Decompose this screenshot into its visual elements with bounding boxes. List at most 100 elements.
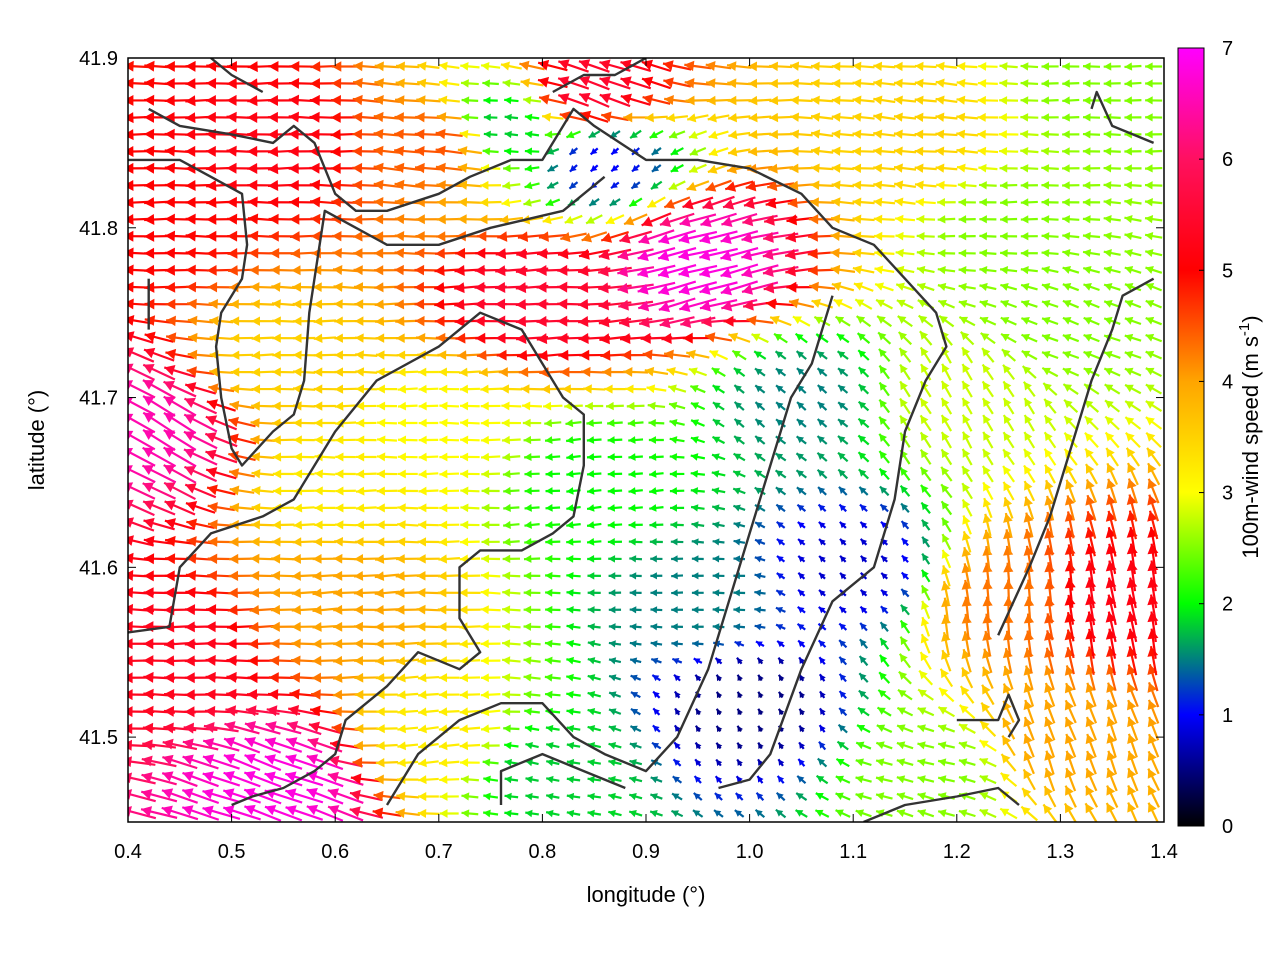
wind-arrow [671, 572, 684, 580]
wind-arrow [754, 521, 766, 529]
wind-arrow-head [938, 809, 947, 818]
wind-arrow-head [754, 487, 763, 495]
wind-arrow-head [483, 775, 491, 784]
wind-arrow [757, 708, 764, 716]
wind-arrow [941, 631, 951, 656]
wind-arrow [545, 537, 561, 546]
wind-arrow-head [349, 789, 361, 801]
wind-arrow-head [128, 517, 135, 528]
wind-arrow-head [649, 453, 657, 461]
wind-arrow-head [858, 690, 867, 698]
wind-arrow [395, 571, 420, 581]
wind-arrow-head [272, 486, 282, 496]
wind-arrow [375, 758, 399, 768]
wind-arrow-head [587, 555, 595, 563]
wind-arrow-head [650, 589, 657, 597]
wind-arrow [673, 690, 681, 699]
wind-arrow [272, 486, 294, 496]
wind-arrow-head [712, 538, 720, 546]
wind-arrow-head [1023, 496, 1033, 507]
wind-arrow-head [1002, 666, 1013, 677]
wind-arrow-head [734, 641, 742, 648]
wind-arrow-head [439, 469, 448, 479]
wind-arrow [690, 470, 706, 478]
wind-arrow [227, 604, 257, 616]
wind-arrow-head [502, 469, 511, 479]
wind-arrow-head [607, 470, 615, 478]
wind-arrow-head [649, 538, 657, 546]
wind-arrow [438, 758, 460, 768]
wind-arrow-head [375, 554, 385, 564]
wind-arrow-head [376, 690, 385, 700]
wind-arrow-head [799, 657, 806, 664]
wind-arrow-head [629, 809, 637, 818]
wind-arrow-head [755, 539, 763, 546]
wind-arrow [272, 469, 294, 479]
wind-arrow [673, 724, 681, 733]
wind-arrow-head [979, 740, 989, 749]
wind-arrow-head [629, 759, 637, 767]
wind-arrow-head [900, 636, 908, 646]
wind-arrow-head [901, 538, 909, 546]
wind-arrow-head [248, 638, 259, 650]
wind-arrow-head [396, 673, 406, 683]
wind-arrow [917, 707, 935, 717]
wind-arrow-head [128, 723, 133, 735]
wind-arrow [163, 446, 197, 468]
wind-arrow [670, 809, 684, 818]
wind-arrow [545, 588, 561, 597]
wind-arrow [649, 487, 664, 495]
wind-arrow [374, 588, 400, 599]
wind-arrow [628, 792, 643, 801]
wind-arrow-head [376, 741, 385, 751]
wind-arrow [629, 623, 642, 631]
wind-arrow-head [524, 537, 532, 546]
wind-arrow [712, 521, 725, 529]
wind-arrow [459, 571, 481, 581]
wind-arrow-head [502, 707, 511, 716]
wind-arrow [314, 486, 336, 496]
wind-arrow [1002, 665, 1014, 690]
wind-arrow [757, 691, 764, 699]
wind-arrow [1085, 494, 1097, 522]
wind-arrow [566, 588, 581, 597]
wind-arrow-head [901, 503, 909, 511]
wind-arrow [1147, 681, 1160, 708]
wind-arrow [608, 742, 622, 750]
wind-arrow [566, 622, 581, 631]
wind-arrow-head [587, 657, 596, 665]
wind-arrow-head [674, 742, 681, 749]
wind-arrow [1085, 733, 1097, 758]
wind-arrow-head [673, 759, 681, 766]
wind-arrow-head [1023, 700, 1033, 711]
wind-arrow-head [587, 707, 596, 716]
wind-arrow-head [331, 722, 342, 734]
wind-arrow-head [896, 792, 906, 801]
wind-arrow-head [1064, 683, 1075, 694]
wind-arrow-head [183, 722, 195, 734]
wind-arrow-head [439, 809, 448, 818]
wind-arrow-head [860, 555, 868, 563]
wind-arrow-head [819, 572, 826, 580]
wind-arrow-head [418, 792, 427, 802]
wind-arrow [161, 771, 198, 788]
wind-arrow-head [397, 520, 406, 530]
wind-arrow-head [608, 623, 616, 631]
wind-arrow-head [504, 741, 512, 750]
wind-arrow [459, 741, 481, 751]
wind-arrow [669, 487, 685, 495]
wind-arrow-head [877, 707, 886, 715]
wind-arrow [1064, 767, 1077, 792]
wind-arrow-head [737, 725, 743, 733]
wind-arrow [736, 725, 743, 733]
wind-arrow [797, 639, 806, 648]
wind-arrow-head [545, 487, 553, 495]
wind-arrow [940, 500, 953, 516]
wind-arrow-head [545, 554, 553, 563]
wind-arrow [1044, 495, 1055, 521]
wind-arrow [293, 452, 315, 462]
wind-arrow [349, 806, 384, 819]
wind-arrow-head [437, 604, 447, 615]
wind-arrow-head [1127, 802, 1137, 813]
wind-arrow-head [546, 792, 554, 801]
